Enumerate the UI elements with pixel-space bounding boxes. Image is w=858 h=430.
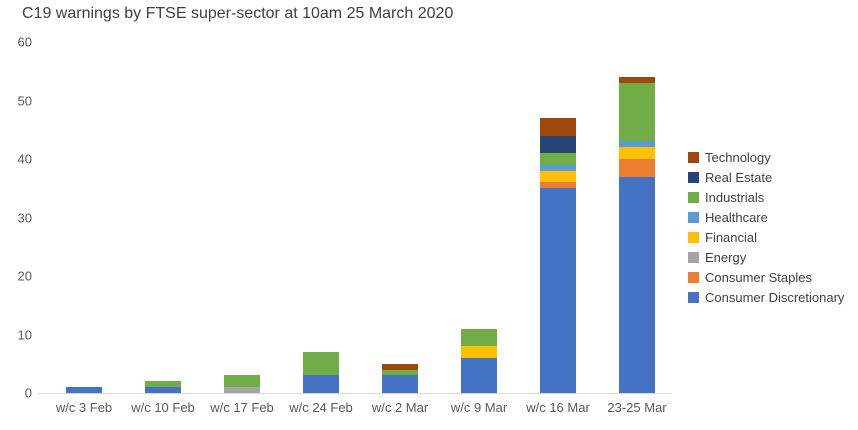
legend-swatch-icon: [688, 211, 699, 223]
bar-segment-financial: [540, 171, 576, 182]
category-label: w/c 10 Feb: [131, 400, 195, 415]
bar-segment-financial: [619, 147, 655, 159]
category-label: w/c 17 Feb: [210, 400, 274, 415]
bar-segment-technology: [619, 77, 655, 83]
bar-segment-consumer-staples: [540, 182, 576, 188]
bar-segment-consumer-discretionary: [382, 375, 418, 393]
bar-segment-consumer-discretionary: [461, 358, 497, 393]
y-tick-label: 60: [17, 34, 32, 50]
legend-label: Consumer Discretionary: [705, 289, 845, 305]
legend-swatch-icon: [688, 151, 699, 163]
chart-title: C19 warnings by FTSE super-sector at 10a…: [22, 5, 454, 22]
legend-swatch-icon: [688, 171, 699, 183]
legend: Technology Real Estate Industrials Healthca…: [688, 147, 844, 307]
bar-segment-healthcare: [619, 141, 655, 147]
legend-swatch-icon: [688, 191, 699, 203]
legend-item-technology: Technology: [688, 147, 844, 167]
y-tick-label: 10: [17, 327, 32, 342]
bar-segment-consumer-discretionary: [303, 375, 339, 393]
bar-segment-consumer-discretionary: [540, 188, 576, 393]
category-label: w/c 16 Mar: [526, 400, 590, 415]
y-tick-label: 0: [24, 385, 32, 401]
bar-segment-industrials: [145, 381, 181, 387]
legend-item-financial: Financial: [688, 227, 844, 247]
x-axis-line: [38, 393, 672, 394]
legend-item-healthcare: Healthcare: [688, 207, 844, 227]
legend-label: Real Estate: [705, 169, 773, 185]
category-label: w/c 9 Mar: [450, 400, 508, 415]
legend-label: Consumer Staples: [705, 269, 812, 285]
bar-segment-consumer-discretionary: [145, 387, 181, 393]
legend-label: Industrials: [705, 189, 765, 205]
legend-item-consumer-staples: Consumer Staples: [688, 267, 844, 287]
legend-label: Energy: [705, 249, 747, 265]
bar-segment-consumer-staples: [619, 159, 655, 177]
legend-item-real-estate: Real Estate: [688, 167, 844, 187]
legend-swatch-icon: [688, 271, 699, 283]
bar-segment-industrials: [303, 352, 339, 375]
y-tick-label: 30: [17, 210, 32, 225]
bar-segment-financial: [461, 346, 497, 358]
bar-segment-industrials: [382, 370, 418, 375]
legend-swatch-icon: [688, 251, 699, 263]
legend-label: Healthcare: [705, 209, 768, 225]
legend-label: Financial: [705, 229, 758, 245]
category-label: w/c 2 Mar: [371, 400, 429, 415]
category-label: w/c 24 Feb: [289, 400, 353, 415]
bar-segment-technology: [540, 118, 576, 136]
y-tick-label: 40: [17, 151, 32, 167]
bar-segment-industrials: [224, 375, 260, 387]
category-label: 23-25 Mar: [607, 400, 667, 415]
legend-item-industrials: Industrials: [688, 187, 844, 207]
y-tick-label: 20: [17, 268, 32, 284]
bar-segment-industrials: [619, 83, 655, 141]
legend-item-energy: Energy: [688, 247, 844, 267]
bar-segment-real-estate: [540, 136, 576, 153]
legend-swatch-icon: [688, 291, 699, 303]
bar-segment-technology: [382, 364, 418, 370]
bar-segment-industrials: [540, 153, 576, 165]
bar-segment-energy: [224, 387, 260, 393]
category-label: w/c 3 Feb: [55, 400, 113, 415]
y-tick-label: 50: [17, 93, 32, 108]
bar-segment-consumer-discretionary: [619, 177, 655, 393]
bar-segment-industrials: [461, 329, 497, 346]
bar-segment-consumer-discretionary: [66, 387, 102, 393]
legend-item-consumer-discretionary: Consumer Discretionary: [688, 287, 844, 307]
legend-label: Technology: [705, 149, 771, 165]
bar-segment-healthcare: [540, 165, 576, 171]
legend-swatch-icon: [688, 231, 699, 243]
